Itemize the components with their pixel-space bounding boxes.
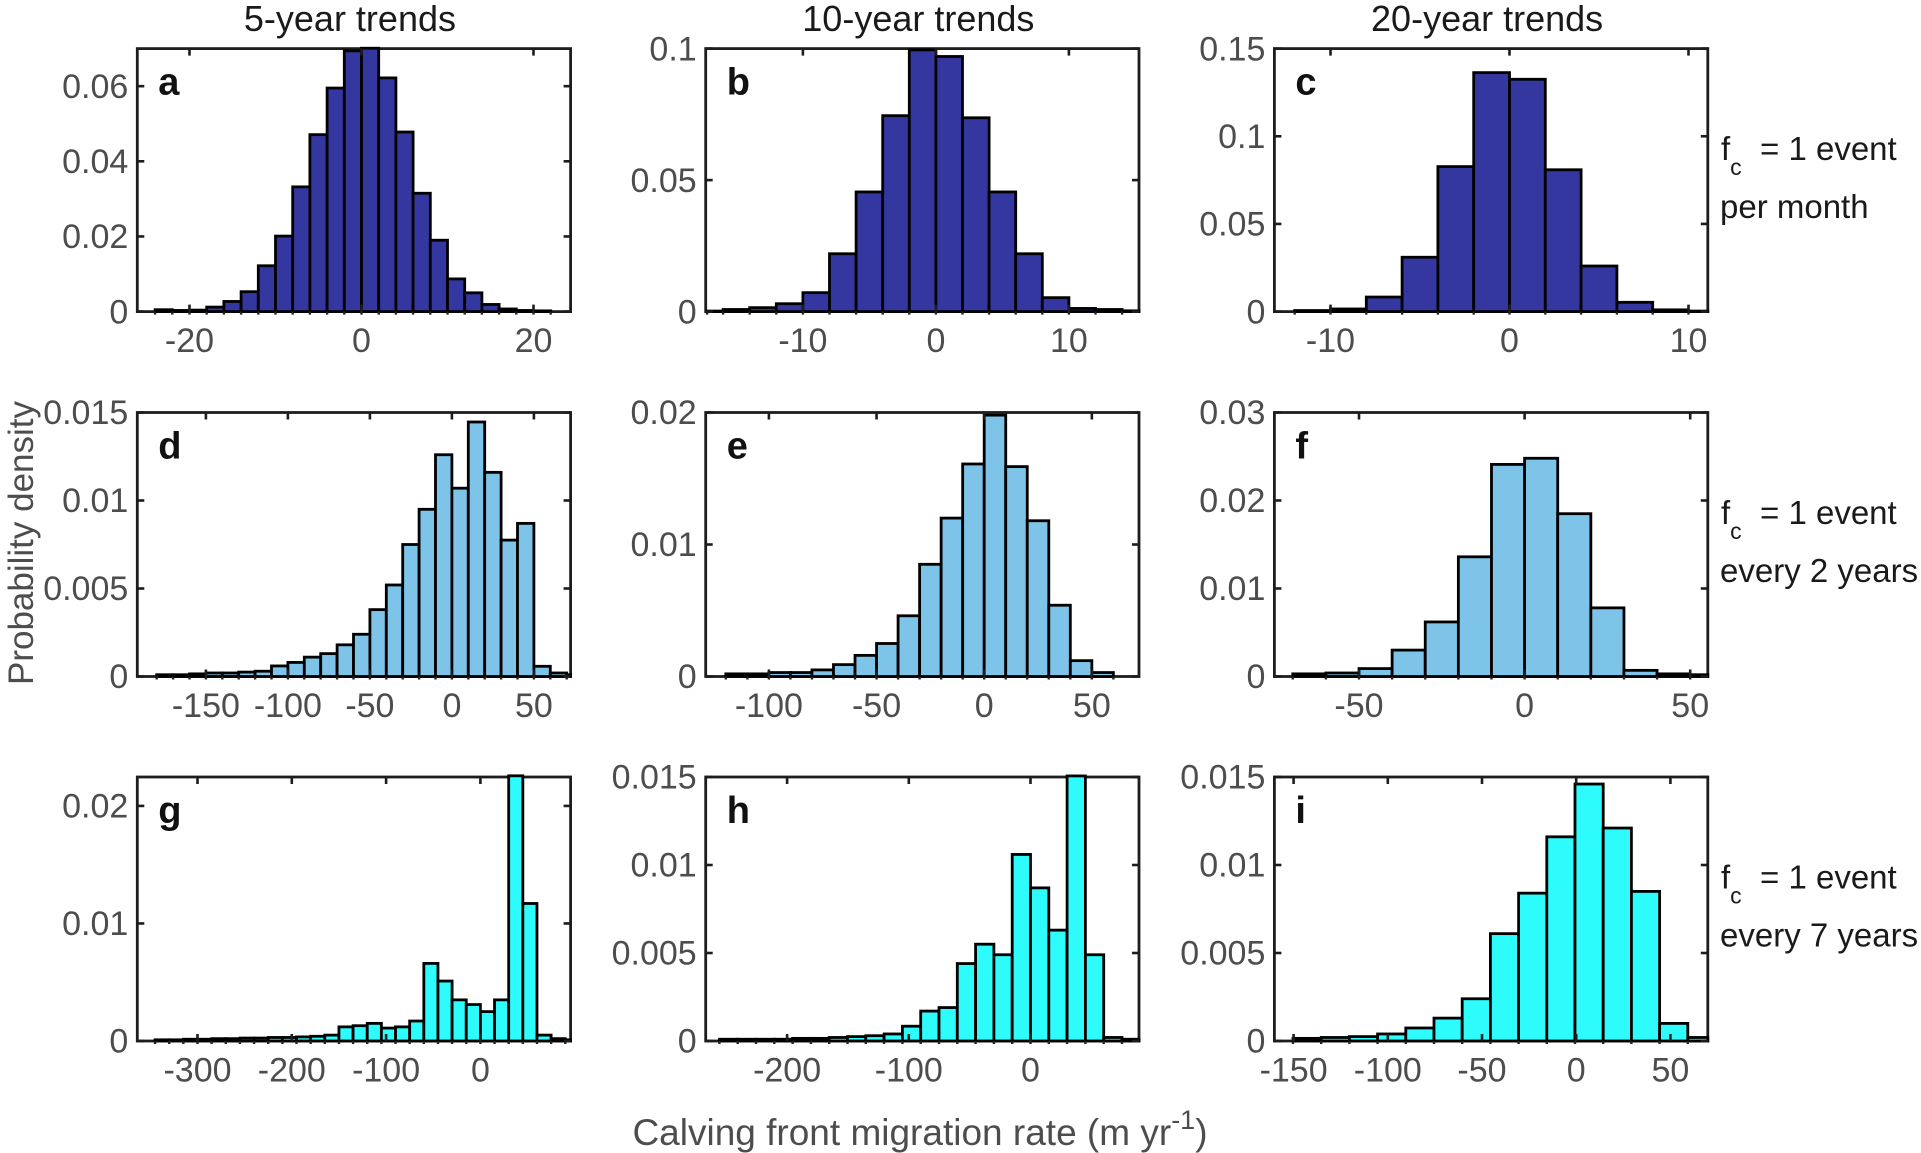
svg-text:-10: -10: [778, 322, 827, 360]
svg-text:-50: -50: [1457, 1052, 1506, 1090]
svg-text:0.02: 0.02: [62, 788, 128, 826]
svg-text:0.1: 0.1: [1218, 118, 1265, 156]
svg-text:0: 0: [352, 322, 371, 360]
svg-text:0: 0: [678, 293, 697, 331]
svg-text:50: 50: [1651, 1052, 1689, 1090]
svg-text:every 7 years: every 7 years: [1720, 916, 1918, 953]
svg-text:-20: -20: [165, 322, 214, 360]
svg-text:0.015: 0.015: [612, 759, 697, 797]
svg-text:a: a: [158, 62, 180, 104]
svg-text:0.04: 0.04: [62, 143, 128, 181]
svg-text:0.1: 0.1: [649, 30, 696, 68]
svg-text:h: h: [727, 790, 750, 832]
svg-text:-100: -100: [1354, 1052, 1422, 1090]
svg-text:f: f: [1295, 426, 1308, 468]
svg-text:0.01: 0.01: [62, 905, 128, 943]
svg-text:0: 0: [109, 293, 128, 331]
svg-text:0.015: 0.015: [1180, 759, 1265, 797]
svg-text:0: 0: [1500, 322, 1519, 360]
svg-text:0.015: 0.015: [43, 394, 128, 432]
svg-text:50: 50: [1073, 687, 1111, 725]
svg-text:0.005: 0.005: [612, 935, 697, 973]
svg-text:0: 0: [1246, 658, 1265, 696]
svg-text:10: 10: [1050, 322, 1088, 360]
svg-text:0: 0: [109, 658, 128, 696]
svg-text:-100: -100: [735, 687, 803, 725]
svg-text:10-year trends: 10-year trends: [802, 0, 1034, 39]
svg-text:-10: -10: [1306, 322, 1355, 360]
svg-text:0: 0: [975, 687, 994, 725]
svg-text:Calving front migration rate (: Calving front migration rate (m yr-1): [632, 1105, 1207, 1153]
svg-text:0.03: 0.03: [1199, 394, 1265, 432]
svg-text:0.005: 0.005: [43, 570, 128, 608]
svg-text:0.02: 0.02: [631, 394, 697, 432]
svg-text:0: 0: [1515, 687, 1534, 725]
svg-text:-50: -50: [1334, 687, 1383, 725]
svg-text:5-year trends: 5-year trends: [244, 0, 456, 39]
svg-text:0: 0: [926, 322, 945, 360]
svg-text:-200: -200: [258, 1052, 326, 1090]
svg-text:c: c: [1295, 62, 1316, 104]
svg-text:20: 20: [515, 322, 553, 360]
svg-text:per month: per month: [1720, 188, 1869, 225]
svg-text:0.01: 0.01: [631, 526, 697, 564]
svg-text:0: 0: [678, 658, 697, 696]
svg-text:-50: -50: [852, 687, 901, 725]
svg-text:b: b: [727, 62, 750, 104]
svg-text:0.005: 0.005: [1180, 935, 1265, 973]
svg-text:Probability density: Probability density: [2, 400, 41, 685]
svg-text:50: 50: [1671, 687, 1709, 725]
svg-text:every 2 years: every 2 years: [1720, 552, 1918, 589]
svg-text:0: 0: [471, 1052, 490, 1090]
svg-text:g: g: [158, 790, 181, 832]
svg-text:0.15: 0.15: [1199, 30, 1265, 68]
svg-text:0: 0: [678, 1023, 697, 1061]
svg-text:0.02: 0.02: [62, 218, 128, 256]
svg-text:50: 50: [515, 687, 553, 725]
svg-text:-100: -100: [875, 1052, 943, 1090]
svg-text:-150: -150: [1260, 1052, 1328, 1090]
svg-text:0: 0: [109, 1023, 128, 1061]
svg-text:0: 0: [1567, 1052, 1586, 1090]
svg-text:-100: -100: [352, 1052, 420, 1090]
svg-text:0.01: 0.01: [1199, 847, 1265, 885]
svg-text:0.01: 0.01: [1199, 570, 1265, 608]
svg-text:0.01: 0.01: [631, 847, 697, 885]
svg-text:10: 10: [1670, 322, 1708, 360]
svg-text:e: e: [727, 426, 748, 468]
svg-text:20-year trends: 20-year trends: [1371, 0, 1603, 39]
svg-text:0: 0: [1246, 1023, 1265, 1061]
svg-text:i: i: [1295, 790, 1306, 832]
svg-text:0.01: 0.01: [62, 482, 128, 520]
svg-text:-50: -50: [345, 687, 394, 725]
svg-text:-200: -200: [753, 1052, 821, 1090]
svg-text:0.05: 0.05: [1199, 206, 1265, 244]
svg-text:0: 0: [442, 687, 461, 725]
svg-text:0: 0: [1246, 293, 1265, 331]
svg-text:d: d: [158, 426, 181, 468]
svg-text:0.06: 0.06: [62, 68, 128, 106]
svg-text:0: 0: [1021, 1052, 1040, 1090]
svg-text:-300: -300: [163, 1052, 231, 1090]
svg-text:-150: -150: [172, 687, 240, 725]
svg-text:-100: -100: [254, 687, 322, 725]
svg-text:0.02: 0.02: [1199, 482, 1265, 520]
svg-text:0.05: 0.05: [631, 162, 697, 200]
